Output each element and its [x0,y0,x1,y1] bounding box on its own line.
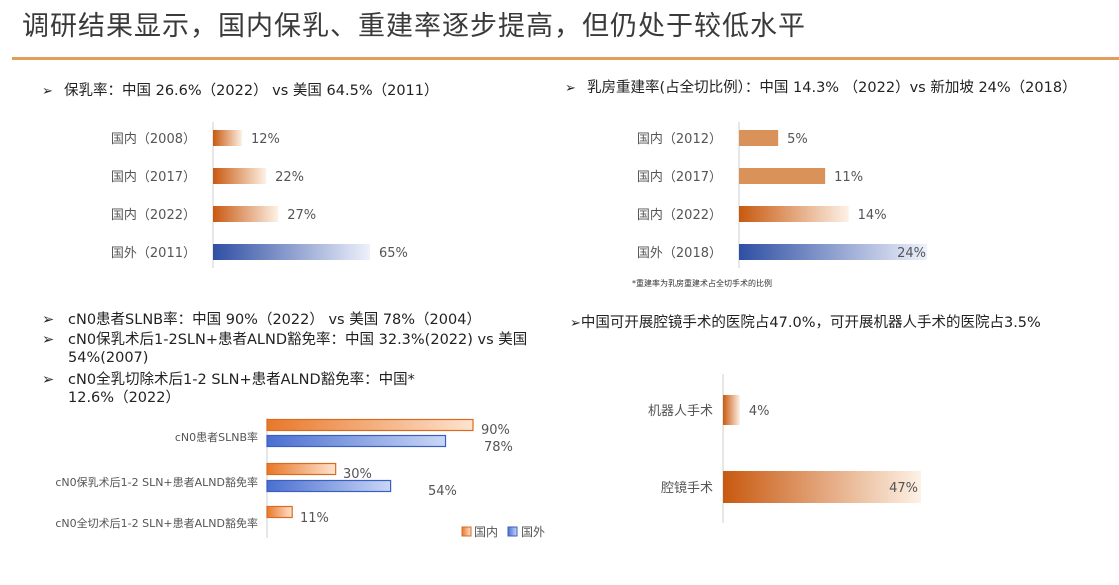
title-underline [12,57,1119,60]
chart3-category-label: cN0保乳术后1-2 SLN+患者ALND豁免率 [55,475,258,489]
chart4-bar [723,471,921,503]
panel3-bullet-1: cN0患者SLNB率：中国 90%（2022） vs 美国 78%（2004） [68,312,481,328]
chart4-category-label: 腔镜手术 [661,481,713,496]
chart1-value-label: 22% [275,170,304,185]
arrow-bullet-icon: ➢ [570,316,581,331]
page-title: 调研结果显示，国内保乳、重建率逐步提高，但仍处于较低水平 [22,11,806,42]
arrow-bullet-icon: ➢ [42,84,53,99]
chart2-category-label: 国外（2018） [637,246,722,261]
chart1-bar [213,244,370,260]
arrow-bullet-icon: ➢ [565,81,576,96]
panel4-bullet: ➢中国可开展腔镜手术的医院占47.0%，可开展机器人手术的医院占3.5% [570,314,1041,333]
panel4-bullet-text: 中国可开展腔镜手术的医院占47.0%，可开展机器人手术的医院占3.5% [580,315,1041,331]
chart1-category-label: 国内（2008） [111,131,196,147]
chart1-bar [213,206,279,222]
chart3-bar-domestic [266,462,337,476]
panel2-bullet: ➢ 乳房重建率(占全切比例）：中国 14.3% （2022）vs 新加坡 24%（… [565,79,1119,98]
chart2-bar [739,206,849,222]
chart3-bar-domestic [266,418,474,432]
chart1-bar [213,130,242,146]
chart2-bar [739,130,779,146]
chart2-bar [739,244,927,260]
chart3-bar-foreign [266,479,392,493]
chart3-value-label: 78% [484,440,513,455]
legend-foreign-label: 国外 [521,525,545,539]
chart2-category-label: 国内（2022） [637,207,722,223]
legend-foreign-swatch [507,526,518,537]
arrow-bullet-icon: ➢ [42,372,55,388]
chart2-value-label: 5% [787,132,808,147]
chart3-category-label: cN0全切术后1-2 SLN+患者ALND豁免率 [55,516,258,530]
legend-domestic-swatch [461,526,472,537]
chart3-value-label: 30% [343,467,372,482]
chart3-value-label: 90% [481,423,510,438]
panel1-bullet-text: 保乳率：中国 26.6%（2022） vs 美国 64.5%（2011） [64,83,439,99]
chart1-category-label: 国外（2011） [111,246,196,261]
chart3-value-label: 54% [428,484,457,499]
chart2-bar [739,168,826,184]
panel3-bullet-3: cN0全乳切除术后1-2 SLN+患者ALND豁免率：中国* 12.6%（202… [68,372,415,406]
chart4-category-label: 机器人手术 [648,404,713,419]
chart4-value-label: 47% [889,481,918,496]
chart1-bar [213,168,267,184]
panel2-footnote: *重建率为乳房重建术占全切手术的比例 [632,279,772,288]
chart1-value-label: 65% [379,246,408,261]
arrow-bullet-icon: ➢ [42,312,55,328]
chart3-bar-foreign [266,434,447,448]
panel3-bullet-2: cN0保乳术后1-2SLN+患者ALND豁免率：中国 32.3%(2022) v… [68,332,528,366]
legend-domestic-label: 国内 [474,525,498,539]
chart3-bar-domestic [266,505,293,519]
chart2-value-label: 14% [858,208,887,223]
chart3-category-label: cN0患者SLNB率 [175,430,258,444]
panel2-bullet-text: 乳房重建率(占全切比例）：中国 14.3% （2022）vs 新加坡 24%（2… [587,80,1077,96]
chart4-value-label: 4% [749,404,770,419]
chart1-category-label: 国内（2022） [111,207,196,223]
arrow-bullet-icon: ➢ [42,332,55,348]
chart1-value-label: 27% [287,208,316,223]
chart2-value-label: 24% [897,246,926,261]
panel1-bullet: ➢ 保乳率：中国 26.6%（2022） vs 美国 64.5%（2011） [42,82,439,101]
chart2-category-label: 国内（2012） [637,131,722,147]
chart1-value-label: 12% [251,132,280,147]
chart2-category-label: 国内（2017） [637,169,722,185]
chart1-category-label: 国内（2017） [111,169,196,185]
chart3-value-label: 11% [300,511,329,526]
chart4-bar [723,395,740,425]
chart2-value-label: 11% [834,170,863,185]
